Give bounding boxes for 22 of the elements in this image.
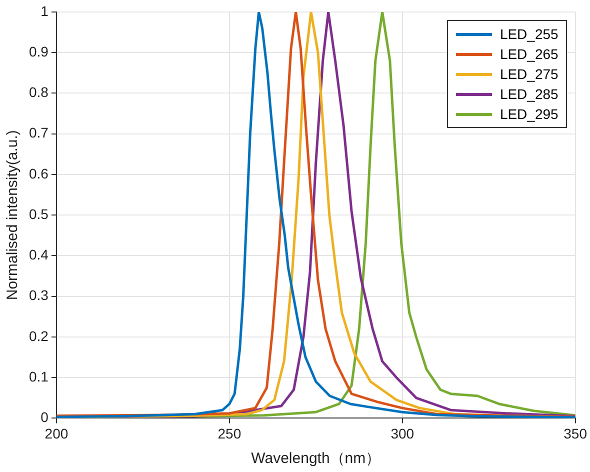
y-tick-label: 0.3 (28, 287, 49, 304)
legend-label: LED_265 (500, 46, 558, 62)
x-tick-label: 200 (44, 425, 68, 442)
y-tick-label: 0.5 (28, 206, 49, 222)
y-tick-label: 0 (40, 409, 49, 426)
y-axis-title: Normalised intensity(a.u.) (4, 130, 22, 300)
y-tick-label: 0.2 (28, 328, 49, 344)
legend-label: LED_255 (500, 26, 558, 42)
y-tick-label: 0.7 (28, 124, 49, 141)
y-tick-label: 0.1 (28, 368, 49, 384)
x-tick-label: 250 (218, 425, 242, 442)
y-tick-label: 0.8 (28, 84, 49, 100)
y-tick-label: 1 (40, 2, 49, 19)
x-axis-title: Wavelength（nm） (251, 450, 381, 468)
legend-label: LED_275 (500, 66, 558, 82)
legend-label: LED_295 (500, 106, 558, 122)
y-tick-label: 0.6 (28, 165, 49, 182)
legend-label: LED_285 (500, 86, 558, 102)
x-tick-label: 300 (390, 425, 414, 442)
y-tick-label: 0.4 (28, 246, 49, 263)
y-tick-label: 0.9 (28, 43, 49, 60)
x-tick-label: 350 (564, 425, 588, 442)
